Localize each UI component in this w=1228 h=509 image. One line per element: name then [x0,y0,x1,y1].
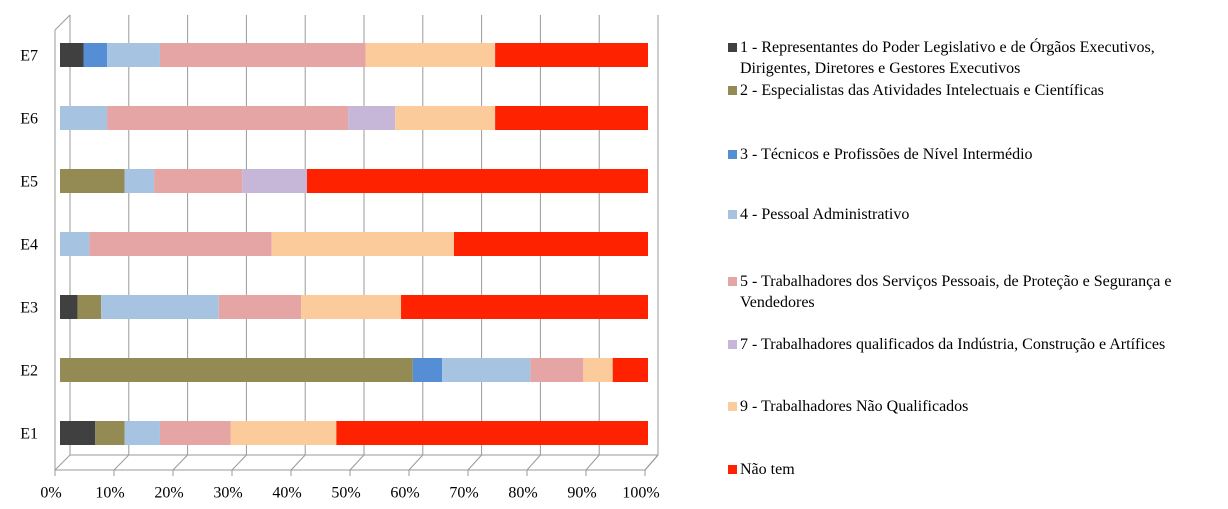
legend-entry: 5 - Trabalhadores dos Serviços Pessoais,… [728,271,1228,313]
bar-segment [230,421,337,445]
x-tick-label: 60% [390,485,419,502]
bar-segment [336,421,648,445]
bar-segment [89,232,272,256]
grid-floor-line [54,454,71,471]
y-tick-label: E4 [20,237,38,254]
legend-entry: 7 - Trabalhadores qualificados da Indúst… [728,334,1228,355]
bar-segment [530,358,584,382]
bar-segment [271,232,454,256]
bar-segment [60,295,78,319]
bar-segment [60,421,96,445]
y-tick-label: E6 [20,111,38,128]
x-tick-label: 80% [508,485,537,502]
bar-segment [83,43,108,67]
wall-edge [54,14,71,31]
bar-segment [124,421,160,445]
bar-segment [395,106,496,130]
grid-floor-line [290,454,306,471]
legend-entry: Não tem [728,459,1228,480]
bar-segment [159,43,366,67]
legend-entry: 3 - Técnicos e Profissões de Nível Inter… [728,144,1228,165]
legend-label: Não tem [740,461,795,478]
legend-entry: 4 - Pessoal Administrativo [728,204,1228,225]
legend-swatch [728,402,737,411]
bar-segment [612,358,648,382]
legend-label: 5 - Trabalhadores dos Serviços Pessoais,… [740,273,1172,311]
bar-segment [495,43,648,67]
legend-swatch [728,465,737,474]
grid-floor-line [349,454,365,471]
x-tick-label: 20% [154,485,183,502]
bar-segment [301,295,402,319]
grid-floor-line [408,454,424,471]
x-tick-label: 100% [622,485,659,502]
grid-floor-line [585,454,600,471]
legend-label: 3 - Técnicos e Profissões de Nível Inter… [740,146,1033,163]
bar-segment [77,295,102,319]
bar-segment [60,43,84,67]
x-tick-label: 70% [449,485,478,502]
bar-segment [348,106,396,130]
bar-segment [124,169,155,193]
grid-floor-line [113,454,130,471]
bar-segment [60,358,413,382]
grid-floor-line [644,454,659,471]
legend-swatch [728,277,737,286]
y-tick-label: E5 [20,174,38,191]
bar-segment [495,106,648,130]
bar-segment [242,169,307,193]
legend-label: 9 - Trabalhadores Não Qualificados [740,398,969,415]
legend-swatch [728,210,737,219]
grid-floor-line [467,454,482,471]
x-tick-label: 10% [95,485,124,502]
legend-entry: 2 - Especialistas das Atividades Intelec… [728,80,1228,101]
bar-segment [306,169,648,193]
bar-segment [159,421,231,445]
bar-segment [401,295,648,319]
bar-segment [453,232,648,256]
legend-label: 7 - Trabalhadores qualificados da Indúst… [740,336,1166,353]
bar-segment [412,358,443,382]
bar-segment [60,106,108,130]
x-tick-label: 90% [567,485,596,502]
y-tick-label: E7 [20,48,38,65]
bar-segment [101,295,219,319]
bar-segment [60,169,125,193]
bar-segment [583,358,613,382]
legend-entry: 1 - Representantes do Poder Legislativo … [728,37,1228,79]
y-tick-label: E1 [20,426,38,443]
legend-entry: 9 - Trabalhadores Não Qualificados [728,396,1228,417]
legend-label: 4 - Pessoal Administrativo [740,206,910,223]
bar-segment [218,295,302,319]
grid-floor-line [526,454,541,471]
bar-segment [154,169,243,193]
legend-swatch [728,43,737,52]
bar-segment [365,43,496,67]
x-tick-label: 40% [272,485,301,502]
legend-label: 1 - Representantes do Poder Legislativo … [740,39,1155,77]
x-tick-label: 50% [331,485,360,502]
bar-segment [107,106,349,130]
y-tick-label: E3 [20,300,38,317]
grid-floor-line [172,454,188,471]
x-tick-label: 30% [213,485,242,502]
legend-swatch [728,150,737,159]
bar-segment [95,421,125,445]
bar-segment [442,358,531,382]
bar-segment [60,232,90,256]
legend-swatch [728,340,737,349]
grid-floor-line [231,454,247,471]
bar-segment [107,43,160,67]
legend-swatch [728,86,737,95]
x-tick-label: 0% [40,485,61,502]
legend-label: 2 - Especialistas das Atividades Intelec… [740,82,1104,99]
y-tick-label: E2 [20,363,38,380]
